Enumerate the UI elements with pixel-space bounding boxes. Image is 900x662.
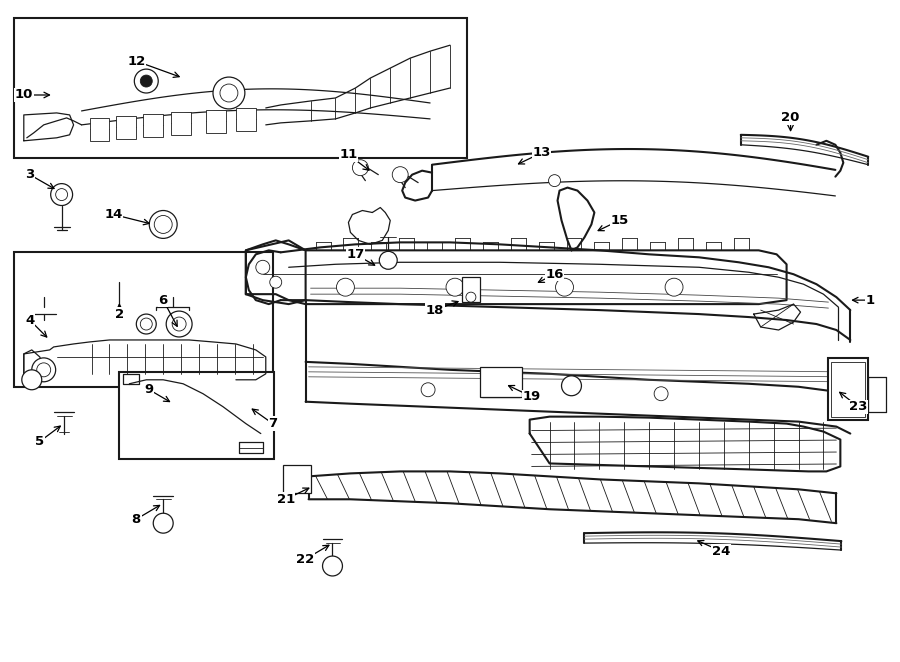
Circle shape	[22, 370, 41, 390]
Text: 11: 11	[339, 148, 357, 162]
Text: 3: 3	[25, 168, 34, 181]
Bar	[828, 358, 868, 420]
Circle shape	[50, 183, 73, 205]
Circle shape	[220, 84, 238, 102]
Circle shape	[166, 311, 192, 337]
Bar	[480, 367, 522, 397]
Text: 22: 22	[296, 553, 315, 565]
Text: 6: 6	[158, 294, 167, 307]
Bar	[832, 362, 865, 416]
Circle shape	[466, 292, 476, 302]
Text: 13: 13	[533, 146, 551, 160]
Circle shape	[379, 252, 397, 269]
Text: 21: 21	[276, 493, 295, 506]
Circle shape	[392, 167, 409, 183]
Text: 23: 23	[849, 401, 868, 413]
Text: 17: 17	[346, 248, 364, 261]
Bar	[482, 372, 519, 397]
Circle shape	[140, 318, 152, 330]
Text: 14: 14	[104, 208, 122, 221]
Bar	[171, 112, 191, 135]
Bar	[14, 252, 273, 387]
Text: 9: 9	[145, 383, 154, 397]
Text: 20: 20	[781, 111, 800, 124]
Circle shape	[562, 376, 581, 396]
Circle shape	[153, 513, 173, 533]
Circle shape	[37, 363, 50, 377]
Text: 2: 2	[115, 308, 124, 320]
Circle shape	[654, 387, 668, 401]
Circle shape	[337, 278, 355, 296]
Circle shape	[421, 383, 435, 397]
Bar	[116, 116, 136, 139]
Text: 18: 18	[426, 304, 445, 316]
Circle shape	[32, 358, 56, 382]
Circle shape	[56, 189, 68, 201]
Bar	[143, 114, 163, 137]
Circle shape	[270, 276, 282, 288]
Circle shape	[136, 314, 157, 334]
Circle shape	[487, 382, 497, 392]
Text: 19: 19	[523, 390, 541, 403]
Text: 12: 12	[127, 55, 146, 68]
Text: 24: 24	[712, 545, 730, 557]
Bar	[120, 372, 274, 459]
Bar	[283, 465, 310, 493]
Circle shape	[154, 216, 172, 234]
Bar	[236, 108, 256, 131]
Text: 5: 5	[35, 435, 44, 448]
Bar	[14, 19, 467, 158]
Bar	[206, 110, 226, 133]
Circle shape	[446, 278, 464, 296]
Circle shape	[549, 175, 561, 187]
Circle shape	[134, 69, 158, 93]
Circle shape	[322, 556, 343, 576]
Circle shape	[172, 317, 186, 331]
Text: 16: 16	[545, 267, 563, 281]
Circle shape	[213, 77, 245, 109]
Text: 10: 10	[14, 89, 33, 101]
Text: 8: 8	[131, 512, 141, 526]
Bar	[462, 277, 480, 302]
Circle shape	[665, 278, 683, 296]
Circle shape	[140, 75, 152, 87]
Circle shape	[256, 260, 270, 274]
Text: 7: 7	[268, 417, 277, 430]
Text: 1: 1	[866, 294, 875, 307]
Circle shape	[353, 160, 368, 175]
Text: 4: 4	[25, 314, 34, 326]
Circle shape	[149, 211, 177, 238]
Text: 15: 15	[610, 214, 628, 227]
Circle shape	[555, 278, 573, 296]
Bar	[89, 118, 110, 141]
